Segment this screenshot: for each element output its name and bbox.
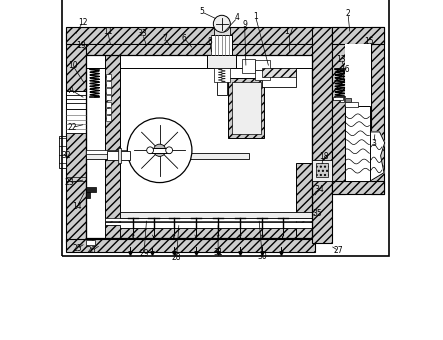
- Bar: [332, 27, 384, 44]
- Circle shape: [127, 118, 192, 183]
- Text: 29: 29: [139, 249, 149, 258]
- Bar: [332, 27, 345, 194]
- Bar: [316, 163, 328, 177]
- Text: 18: 18: [319, 152, 328, 161]
- Bar: [85, 55, 312, 238]
- Text: 28: 28: [172, 253, 181, 262]
- Bar: [332, 181, 384, 194]
- Bar: [106, 108, 111, 114]
- Bar: [371, 27, 384, 194]
- Bar: [107, 151, 130, 160]
- Text: 26: 26: [87, 246, 97, 255]
- Text: 8: 8: [207, 37, 212, 46]
- Bar: [66, 27, 315, 44]
- Circle shape: [154, 144, 166, 156]
- Bar: [214, 27, 229, 35]
- Text: 1: 1: [253, 12, 258, 21]
- Text: 17: 17: [285, 27, 294, 36]
- Bar: [106, 74, 111, 80]
- Text: 2: 2: [346, 9, 350, 18]
- Bar: [106, 115, 111, 121]
- Bar: [335, 96, 344, 100]
- Bar: [262, 68, 296, 77]
- Bar: [105, 222, 312, 228]
- Bar: [149, 148, 170, 153]
- Text: 11: 11: [103, 27, 113, 36]
- Text: 27: 27: [334, 246, 344, 255]
- Bar: [85, 240, 95, 245]
- Circle shape: [147, 147, 154, 154]
- Bar: [214, 68, 229, 82]
- Circle shape: [214, 15, 230, 32]
- Bar: [207, 55, 237, 68]
- Text: 15: 15: [365, 37, 374, 46]
- Bar: [66, 239, 315, 252]
- Bar: [106, 88, 111, 94]
- Text: 19: 19: [77, 41, 86, 50]
- Bar: [59, 136, 66, 168]
- Bar: [62, 0, 389, 256]
- Text: 16: 16: [340, 65, 350, 74]
- Bar: [66, 32, 85, 243]
- Bar: [85, 44, 312, 55]
- Text: 25: 25: [72, 244, 82, 253]
- Bar: [345, 44, 371, 181]
- Bar: [120, 228, 312, 238]
- Bar: [312, 27, 332, 243]
- Text: 7: 7: [162, 34, 167, 42]
- Bar: [255, 60, 270, 70]
- Bar: [312, 160, 332, 181]
- Bar: [120, 212, 312, 218]
- Bar: [255, 70, 270, 80]
- Bar: [85, 55, 312, 68]
- Bar: [345, 102, 358, 107]
- Text: 30: 30: [257, 252, 267, 261]
- Polygon shape: [370, 132, 385, 181]
- Bar: [85, 192, 90, 198]
- Text: 5: 5: [199, 7, 204, 16]
- Text: 34: 34: [314, 185, 324, 194]
- Bar: [228, 78, 264, 138]
- Bar: [345, 106, 370, 181]
- Text: 6: 6: [182, 34, 187, 42]
- Bar: [85, 187, 96, 192]
- Text: 33: 33: [138, 30, 148, 38]
- Text: 31: 31: [213, 248, 223, 257]
- Bar: [105, 55, 120, 238]
- Bar: [296, 163, 312, 238]
- Bar: [232, 82, 260, 134]
- Bar: [66, 91, 85, 109]
- Bar: [345, 98, 351, 102]
- Circle shape: [166, 147, 172, 154]
- Bar: [106, 95, 111, 100]
- Text: 10: 10: [68, 61, 78, 70]
- Bar: [340, 97, 344, 102]
- Bar: [66, 109, 85, 133]
- Bar: [105, 225, 120, 238]
- Text: 23: 23: [64, 178, 74, 187]
- Bar: [85, 150, 154, 154]
- Text: 4: 4: [235, 13, 240, 22]
- Text: 32: 32: [61, 151, 70, 160]
- Text: 14: 14: [72, 202, 82, 211]
- Bar: [217, 67, 227, 95]
- Bar: [333, 97, 342, 100]
- Bar: [106, 102, 111, 107]
- Bar: [242, 59, 255, 73]
- Bar: [211, 35, 233, 55]
- Text: 12: 12: [78, 18, 88, 27]
- Bar: [262, 68, 296, 87]
- Bar: [118, 148, 121, 163]
- Bar: [105, 218, 312, 221]
- Text: 35: 35: [312, 209, 322, 218]
- Text: A: A: [69, 86, 74, 95]
- Text: 13: 13: [336, 55, 346, 64]
- Bar: [106, 81, 111, 87]
- Text: 22: 22: [67, 123, 77, 132]
- Bar: [85, 153, 249, 159]
- Text: 9: 9: [242, 20, 247, 29]
- Text: 3: 3: [371, 139, 376, 148]
